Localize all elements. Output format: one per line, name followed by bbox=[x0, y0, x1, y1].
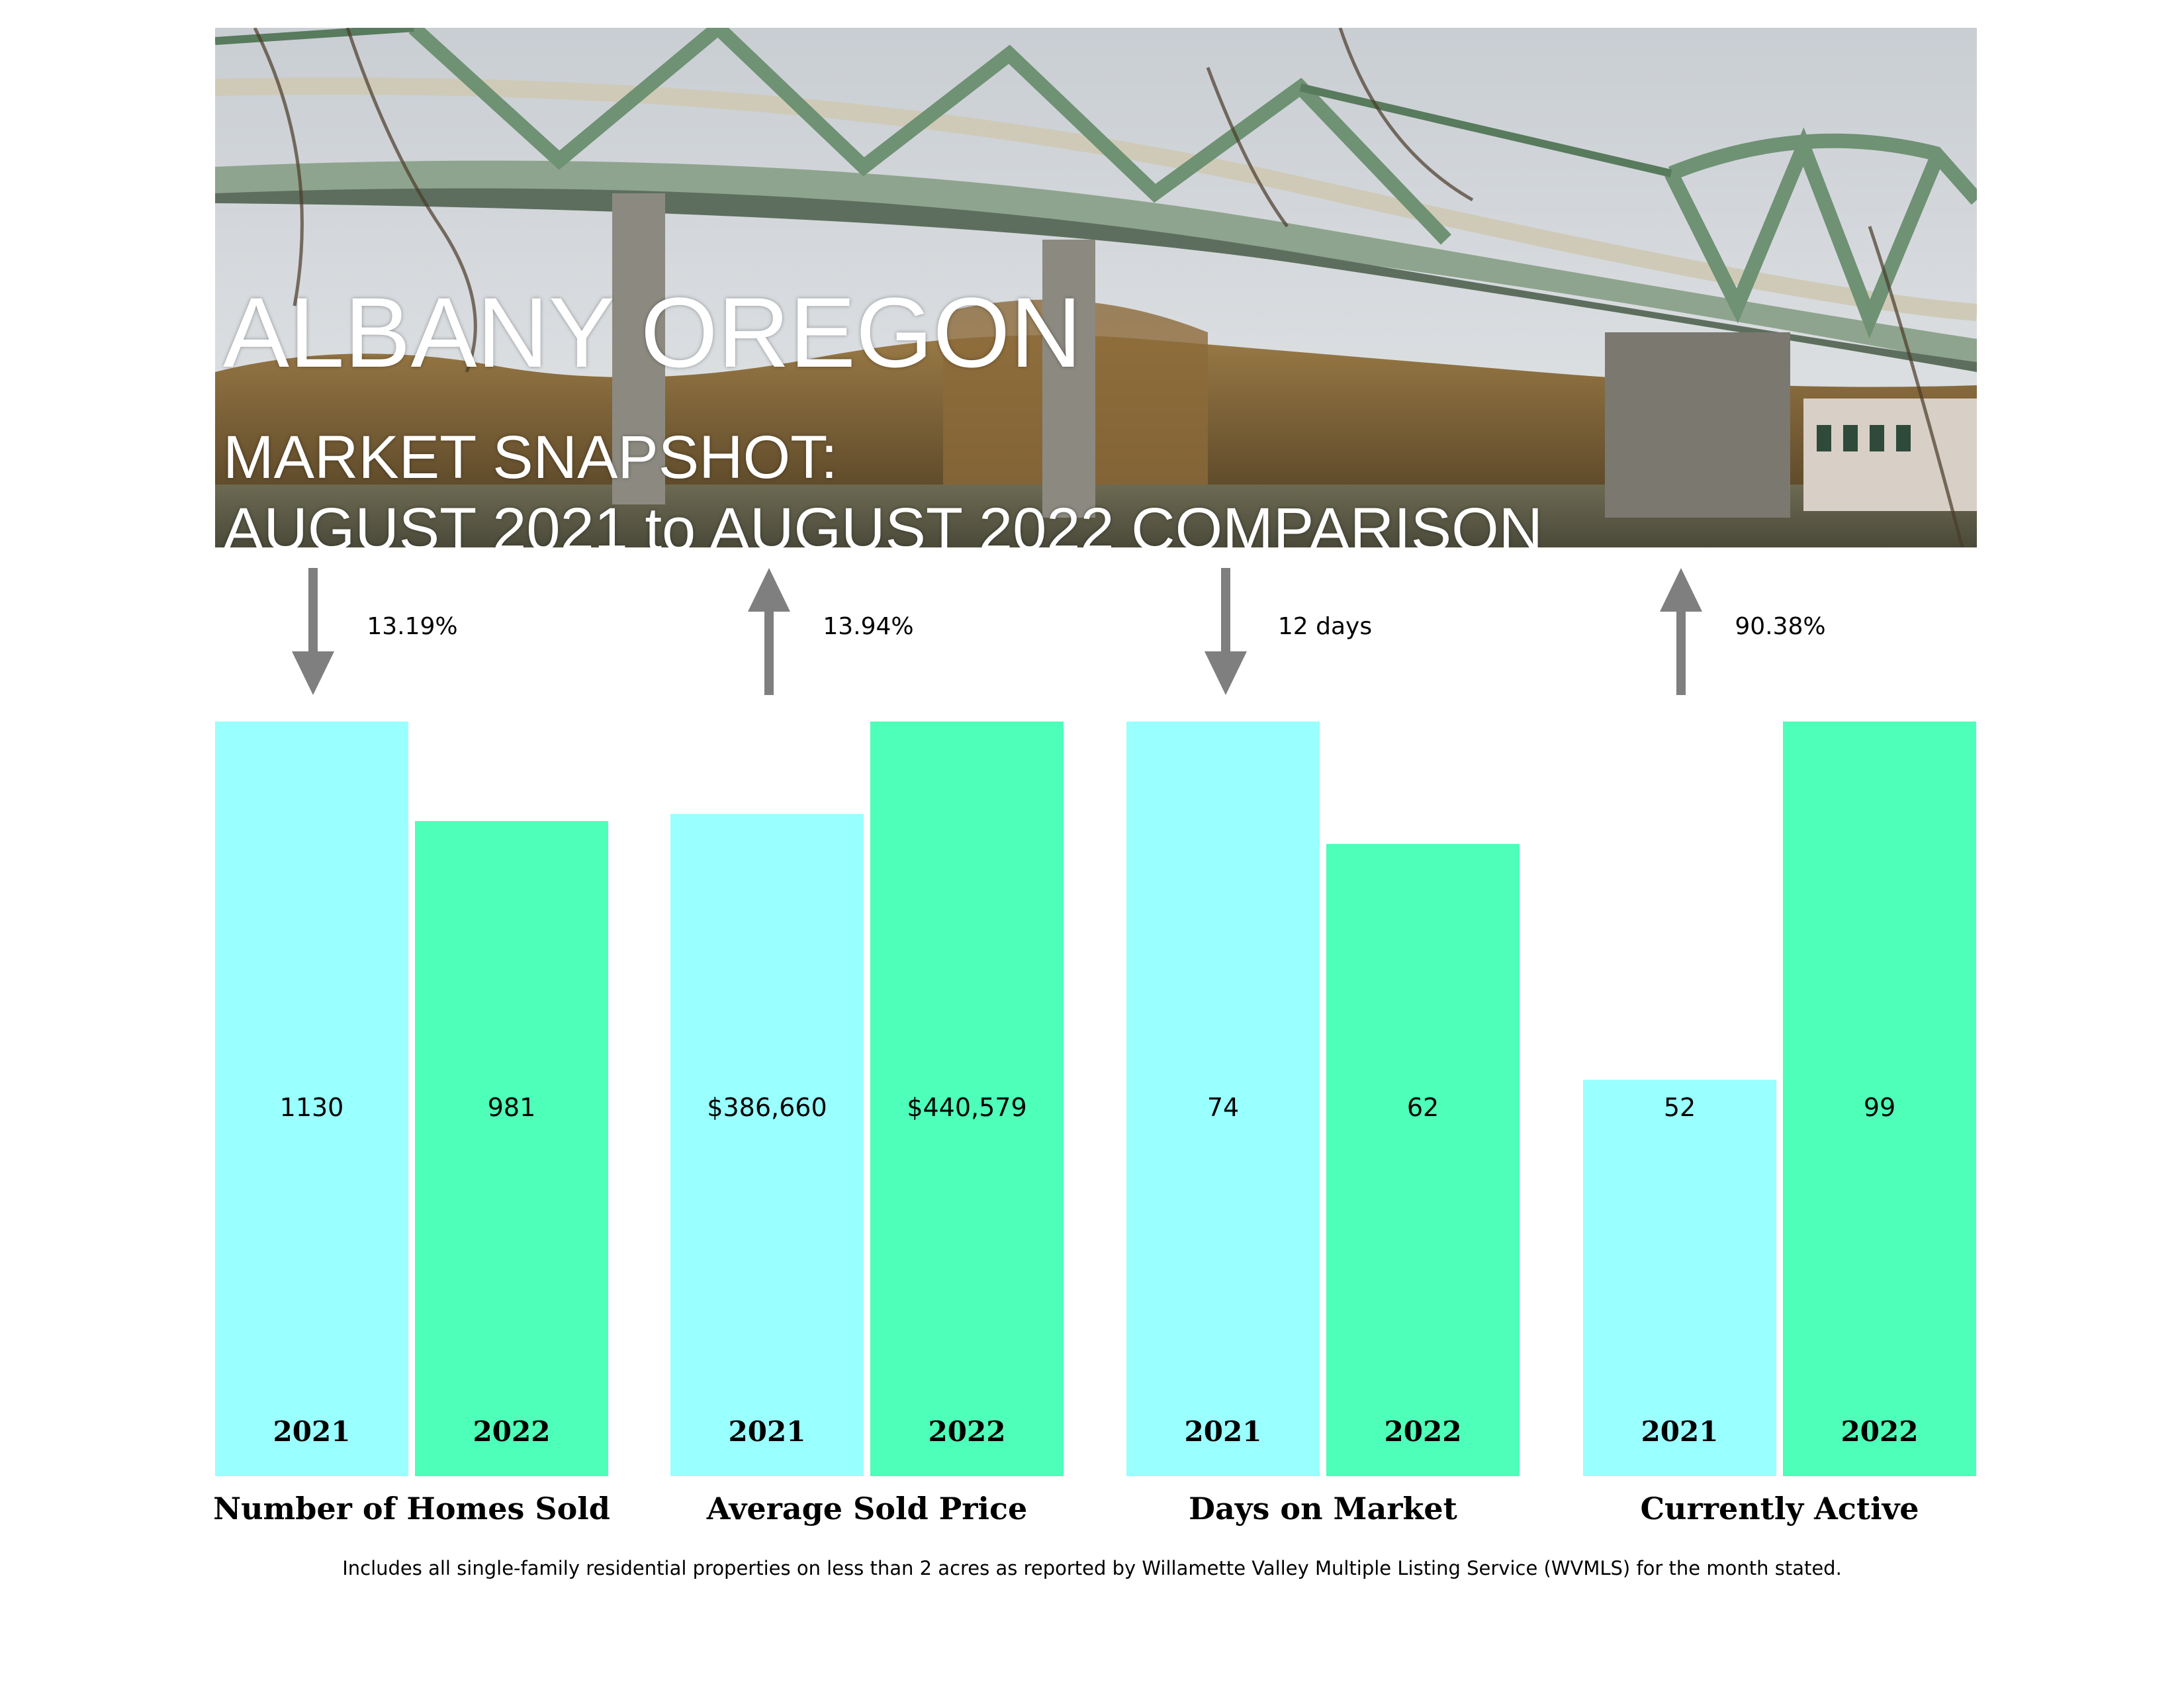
change-label-currently-active: 90.38% bbox=[1735, 613, 1825, 640]
value-label-number-of-homes-sold-2021: 1130 bbox=[280, 1093, 344, 1122]
bar-currently-active-2022 bbox=[1783, 722, 1976, 1476]
year-label-average-sold-price-2021: 2021 bbox=[729, 1415, 806, 1448]
page-subtitle-line-1: MARKET SNAPSHOT: bbox=[223, 424, 838, 491]
bar-number-of-homes-sold-2022 bbox=[415, 821, 608, 1476]
bar-average-sold-price-2021 bbox=[670, 814, 864, 1476]
footnote: Includes all single-family residential p… bbox=[342, 1557, 1842, 1579]
year-label-days-on-market-2021: 2021 bbox=[1185, 1415, 1262, 1448]
value-label-days-on-market-2022: 62 bbox=[1407, 1093, 1439, 1122]
arrow-down-icon-days-on-market bbox=[1205, 568, 1247, 695]
bridge-photo bbox=[215, 28, 1977, 547]
category-label-currently-active: Currently Active bbox=[1640, 1491, 1919, 1526]
arrow-up-icon-average-sold-price bbox=[748, 568, 790, 695]
value-label-currently-active-2022: 99 bbox=[1864, 1093, 1895, 1122]
year-label-currently-active-2021: 2021 bbox=[1641, 1415, 1719, 1448]
category-label-average-sold-price: Average Sold Price bbox=[706, 1491, 1027, 1526]
change-label-average-sold-price: 13.94% bbox=[823, 613, 913, 640]
bar-days-on-market-2021 bbox=[1126, 722, 1320, 1476]
year-label-currently-active-2022: 2022 bbox=[1841, 1415, 1919, 1448]
value-label-currently-active-2021: 52 bbox=[1664, 1093, 1696, 1122]
page-subtitle-line-2: AUGUST 2021 to AUGUST 2022 COMPARISON bbox=[223, 496, 1543, 547]
bar-average-sold-price-2022 bbox=[870, 722, 1064, 1476]
bar-days-on-market-2022 bbox=[1326, 843, 1520, 1476]
category-label-days-on-market: Days on Market bbox=[1189, 1491, 1458, 1526]
value-label-number-of-homes-sold-2022: 981 bbox=[488, 1093, 536, 1122]
year-label-number-of-homes-sold-2021: 2021 bbox=[273, 1415, 351, 1448]
bar-number-of-homes-sold-2021 bbox=[215, 722, 408, 1476]
arrow-down-icon-number-of-homes-sold bbox=[292, 568, 334, 695]
arrow-up-icon-currently-active bbox=[1660, 568, 1702, 695]
page-title: ALBANY OREGON bbox=[223, 277, 1082, 388]
header-photo-banner: ALBANY OREGON MARKET SNAPSHOT: AUGUST 20… bbox=[215, 28, 1977, 547]
change-label-days-on-market: 12 days bbox=[1278, 613, 1372, 640]
value-label-days-on-market-2021: 74 bbox=[1207, 1093, 1239, 1122]
value-label-average-sold-price-2021: $386,660 bbox=[707, 1093, 827, 1122]
year-label-average-sold-price-2022: 2022 bbox=[929, 1415, 1006, 1448]
category-label-number-of-homes-sold: Number of Homes Sold bbox=[213, 1491, 610, 1526]
value-label-average-sold-price-2022: $440,579 bbox=[907, 1093, 1026, 1122]
change-label-number-of-homes-sold: 13.19% bbox=[367, 613, 457, 640]
bar-currently-active-2021 bbox=[1583, 1080, 1776, 1476]
year-label-days-on-market-2022: 2022 bbox=[1385, 1415, 1462, 1448]
year-label-number-of-homes-sold-2022: 2022 bbox=[473, 1415, 551, 1448]
